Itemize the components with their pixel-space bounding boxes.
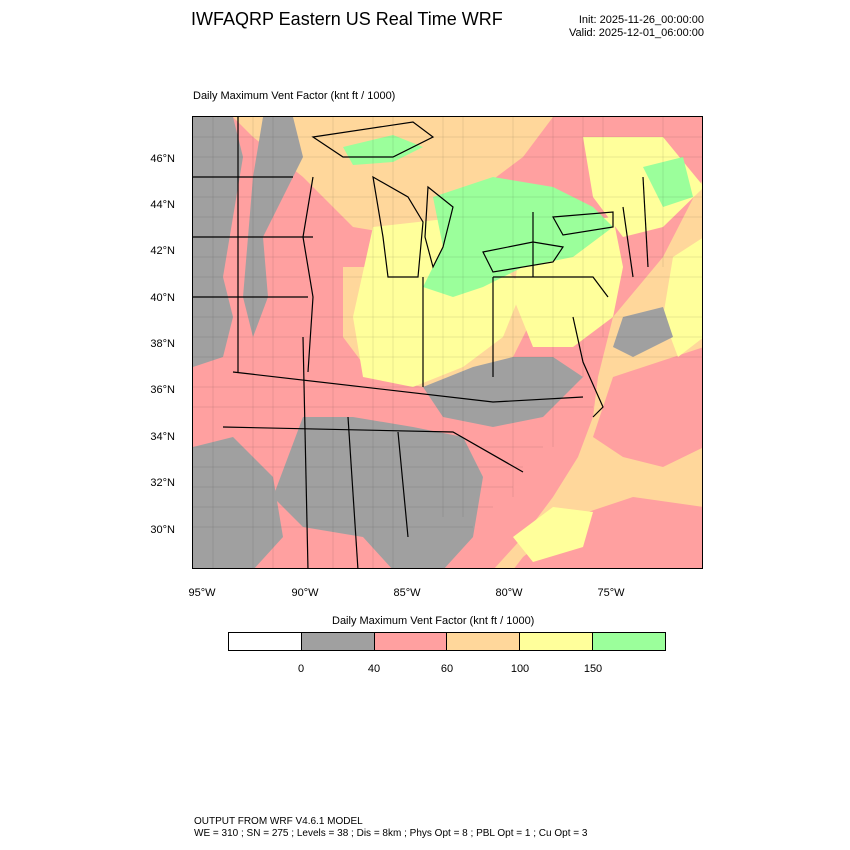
field-green-maine: [643, 157, 693, 207]
colorbar-label-60: 60: [440, 663, 454, 675]
field-gray-southeast: [273, 417, 483, 568]
colorbar: [228, 632, 666, 651]
valid-time: Valid: 2025-12-01_06:00:00: [569, 27, 704, 39]
footer-model: OUTPUT FROM WRF V4.6.1 MODEL: [194, 816, 363, 827]
colorbar-box-2: [374, 633, 448, 650]
lat-label-42n: 42°N: [150, 245, 175, 257]
field-yellow-south-sea: [513, 507, 593, 562]
colorbar-title: Daily Maximum Vent Factor (knt ft / 1000…: [332, 615, 535, 627]
field-gray-upper-miss: [243, 117, 303, 337]
colorbar-box-1: [301, 633, 375, 650]
vent-factor-map: [192, 116, 703, 569]
field-green-lakes: [423, 177, 613, 297]
lon-label-80w: 80°W: [495, 587, 523, 599]
lat-label-30n: 30°N: [150, 524, 175, 536]
map-canvas: [193, 117, 702, 568]
boundary-lines: [193, 117, 649, 568]
colorbar-label-0: 0: [297, 663, 305, 675]
main-title: IWFAQRP Eastern US Real Time WRF: [191, 9, 503, 29]
footer-config: WE = 310 ; SN = 275 ; Levels = 38 ; Dis …: [194, 828, 588, 839]
lon-label-75w: 75°W: [597, 587, 625, 599]
lat-label-34n: 34°N: [150, 431, 175, 443]
field-pink-gulfstream: [593, 347, 702, 467]
lon-label-90w: 90°W: [291, 587, 319, 599]
county-lines: [193, 117, 702, 568]
field-gray-gulf: [193, 437, 283, 568]
colorbar-label-100: 100: [510, 663, 530, 675]
colorbar-box-5: [593, 633, 665, 650]
field-yellow-ocean: [663, 238, 702, 357]
lon-label-95w: 95°W: [188, 587, 216, 599]
lat-label-46n: 46°N: [150, 153, 175, 165]
map-title: Daily Maximum Vent Factor (knt ft / 1000…: [193, 90, 396, 102]
lat-label-44n: 44°N: [150, 199, 175, 211]
field-gray-plains: [193, 117, 243, 367]
field-gray-ocean: [613, 307, 673, 357]
colorbar-box-3: [447, 633, 521, 650]
colorbar-box-4: [520, 633, 594, 650]
lat-label-40n: 40°N: [150, 292, 175, 304]
lat-label-36n: 36°N: [150, 384, 175, 396]
field-gray-appalachian: [423, 357, 583, 427]
init-time: Init: 2025-11-26_00:00:00: [578, 14, 704, 26]
colorbar-label-150: 150: [583, 663, 603, 675]
field-orange-north: [233, 117, 553, 237]
field-orange-atlantic: [494, 180, 702, 568]
lon-label-85w: 85°W: [393, 587, 421, 599]
colorbar-box-0: [229, 633, 302, 650]
lat-label-32n: 32°N: [150, 477, 175, 489]
colorbar-label-40: 40: [367, 663, 381, 675]
lat-label-38n: 38°N: [150, 338, 175, 350]
